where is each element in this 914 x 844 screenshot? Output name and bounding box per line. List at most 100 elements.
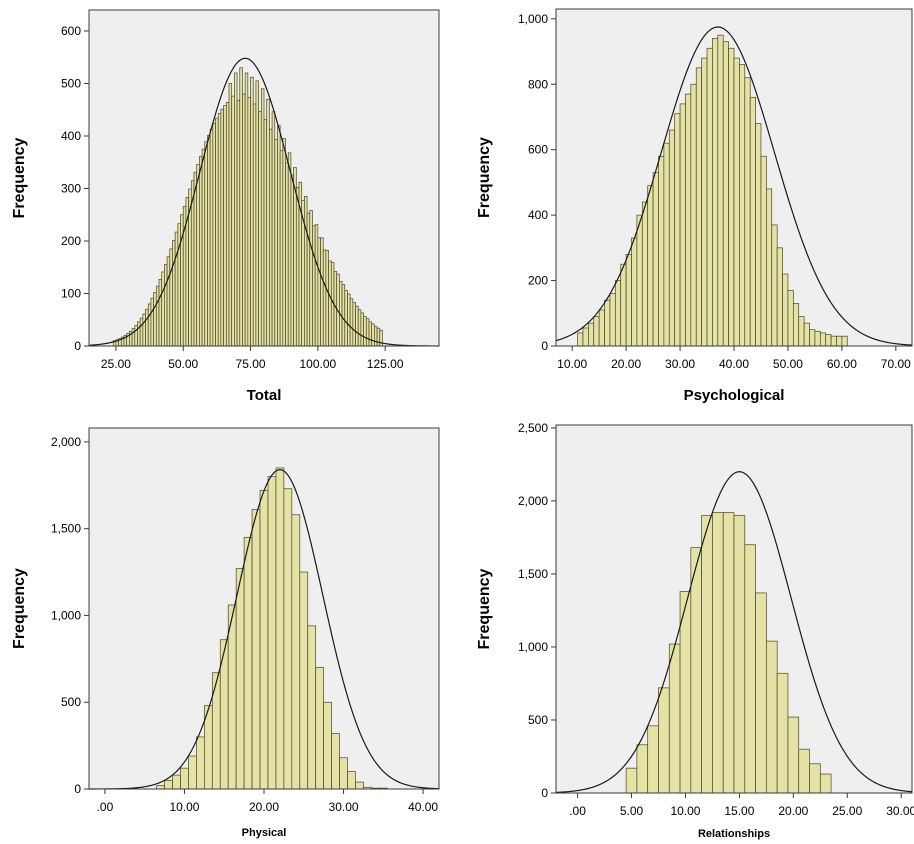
histogram-bar [819, 332, 827, 347]
histogram-bar [207, 135, 211, 347]
histogram-bar [782, 273, 789, 347]
histogram-bar [274, 139, 278, 347]
x-axis-title: Physical [242, 827, 287, 839]
histogram-bar [636, 744, 649, 794]
histogram-bar [712, 38, 719, 347]
x-tick-label: 100.00 [299, 357, 336, 371]
histogram-bar [196, 164, 200, 347]
histogram-bar [344, 290, 348, 347]
histogram-bar [188, 755, 197, 790]
histogram-bar [250, 76, 254, 347]
x-tick-label: 20.00 [249, 800, 279, 814]
histogram-bar [722, 41, 729, 347]
histogram-bar [252, 103, 257, 347]
histogram-bar [776, 672, 789, 794]
histogram-bar [242, 93, 246, 347]
normal-curve [88, 57, 439, 347]
histogram-bar [352, 302, 356, 347]
y-tick-label: 0 [74, 339, 81, 353]
x-tick-label: 125.00 [367, 357, 404, 371]
x-tick-label: 20.00 [778, 804, 808, 818]
histogram-bar [204, 141, 208, 347]
y-tick-label: 1,500 [51, 522, 81, 536]
histogram-bar [690, 83, 697, 347]
histogram-bar [315, 667, 325, 790]
y-tick-label: 500 [61, 77, 81, 91]
histogram-bar [307, 625, 317, 790]
histogram-bar [269, 128, 273, 347]
histogram-bar [255, 80, 259, 347]
x-tick-label: 50.00 [168, 357, 198, 371]
histogram-bar [787, 290, 794, 347]
histogram-bar [755, 592, 767, 794]
histogram-bar [164, 264, 168, 347]
y-tick-label: 600 [61, 24, 81, 38]
histogram-bar [309, 210, 313, 347]
histogram-bar [190, 180, 195, 347]
histogram-bar [374, 326, 378, 347]
plot-frame [555, 424, 913, 794]
histogram-bar [283, 488, 293, 790]
histogram-bar [277, 125, 281, 347]
normal-curve [555, 471, 913, 793]
histogram-bar [323, 701, 332, 790]
y-tick-label: 0 [541, 339, 548, 353]
histogram-bar [614, 280, 622, 347]
histogram-bar [150, 297, 154, 347]
histogram-bar [609, 293, 616, 347]
histogram-bar [658, 155, 665, 347]
chart-panel-3: 0 500 1,000 1,500 2,000 .00 10.00 20.00 30.00 40.… [11, 427, 440, 839]
histogram-bar [744, 77, 751, 347]
histogram-bar [776, 247, 783, 347]
histogram-bar [355, 781, 364, 790]
histogram-bar [357, 309, 362, 347]
x-tick-label: 30.00 [329, 800, 359, 814]
histogram-bar [792, 303, 800, 347]
histogram-bar [825, 334, 832, 347]
x-tick-label: 20.00 [611, 357, 641, 371]
histogram-bar [582, 327, 589, 347]
histogram-bar [331, 733, 340, 790]
histogram-bar [271, 111, 276, 347]
x-axis-title: Total [247, 387, 282, 404]
histogram-bar [803, 322, 810, 347]
histogram-bar [368, 321, 373, 347]
y-tick-label: 400 [61, 129, 81, 143]
histogram-bar [809, 763, 821, 794]
x-tick-label: 50.00 [773, 357, 803, 371]
histogram-bar [156, 785, 165, 790]
histogram-bar [263, 119, 268, 347]
histogram-bar [739, 64, 746, 347]
histogram-bar [371, 323, 375, 347]
histogram-bar [663, 142, 670, 347]
histogram-bar [674, 113, 681, 347]
histogram-bar [231, 95, 235, 347]
histogram-bar [668, 129, 676, 347]
x-tick-label: 5.00 [620, 804, 644, 818]
histogram-bar [760, 155, 767, 347]
y-tick-label: 0 [541, 786, 548, 800]
histogram-bar [211, 672, 221, 790]
histogram-bar [625, 254, 632, 347]
histogram-bar [285, 162, 289, 347]
x-tick-label: 75.00 [236, 357, 266, 371]
x-axis-title: Relationships [698, 828, 770, 840]
histogram-bar [365, 318, 370, 347]
y-tick-label: 0 [74, 782, 81, 796]
y-axis-title: Frequency [11, 137, 28, 218]
x-tick-label: 70.00 [881, 357, 911, 371]
histogram-bar [830, 335, 837, 347]
histogram-bar [312, 225, 316, 347]
histogram-bar [220, 108, 224, 347]
histogram-bar [722, 512, 735, 794]
histogram-bar [360, 312, 364, 347]
histogram-bar [317, 237, 321, 347]
histogram-bar [652, 172, 659, 347]
histogram-bar [260, 88, 265, 347]
histogram-bar [625, 767, 638, 794]
histogram-bar [588, 322, 595, 347]
histogram-bars [156, 467, 388, 790]
histogram-bar [201, 148, 206, 347]
histogram-bar [339, 757, 348, 790]
